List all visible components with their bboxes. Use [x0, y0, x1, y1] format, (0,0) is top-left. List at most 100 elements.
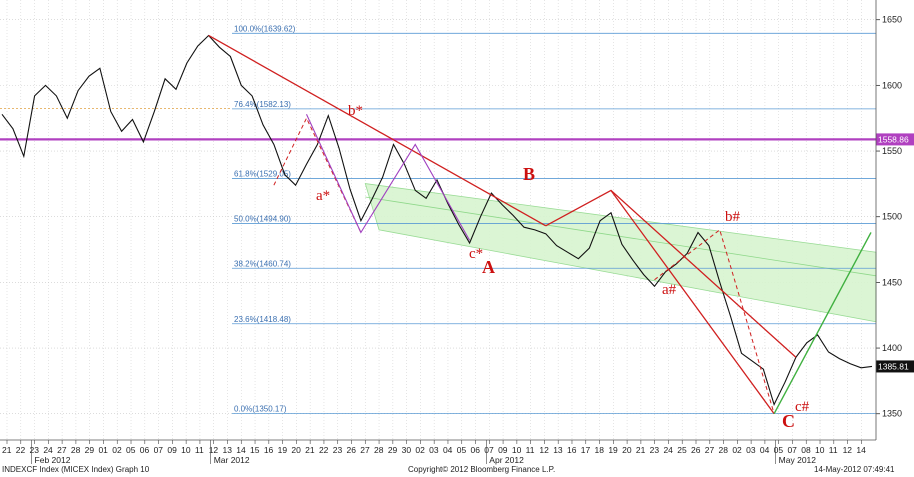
channel-midline: [365, 196, 877, 277]
x-tick-label: 11: [829, 445, 838, 455]
fib-level-label: 100.0%(1639.62): [234, 24, 296, 33]
x-tick-label: 08: [801, 445, 811, 455]
x-tick-label: 07: [154, 445, 164, 455]
month-label: Apr 2012: [489, 455, 524, 465]
x-tick-label: 04: [443, 445, 453, 455]
y-tick-label: 1450: [882, 277, 902, 287]
x-tick-label: 03: [429, 445, 439, 455]
x-tick-label: 06: [471, 445, 481, 455]
fib-level-label: 0.0%(1350.17): [234, 405, 287, 414]
wave-zigzag: [306, 114, 471, 241]
x-tick-label: 11: [195, 445, 204, 455]
x-tick-label: 24: [43, 445, 53, 455]
x-tick-label: 20: [622, 445, 632, 455]
x-tick-label: 23: [333, 445, 343, 455]
x-tick-label: 05: [457, 445, 467, 455]
x-tick-label: 10: [181, 445, 191, 455]
x-tick-label: 23: [650, 445, 660, 455]
month-label: Mar 2012: [214, 455, 250, 465]
fib-level-label: 76.4%(1582.13): [234, 100, 291, 109]
y-tick-label: 1400: [882, 343, 902, 353]
fib-level-label: 50.0%(1494.90): [234, 214, 291, 223]
y-tick-label: 1650: [882, 15, 902, 25]
x-tick-label: 01: [98, 445, 108, 455]
x-tick-label: 06: [140, 445, 150, 455]
x-tick-label: 14: [856, 445, 866, 455]
wave-annotation: c*: [469, 246, 483, 262]
x-tick-label: 13: [222, 445, 232, 455]
x-tick-label: 20: [291, 445, 301, 455]
x-tick-label: 12: [209, 445, 219, 455]
y-tick-label: 1600: [882, 80, 902, 90]
x-tick-label: 19: [278, 445, 288, 455]
wave-annotation: a#: [662, 282, 677, 298]
x-tick-label: 27: [705, 445, 715, 455]
x-tick-label: 28: [71, 445, 81, 455]
x-tick-label: 26: [347, 445, 357, 455]
fib-level-label: 61.8%(1529.05): [234, 170, 291, 179]
x-tick-label: 12: [843, 445, 853, 455]
x-tick-label: 30: [402, 445, 412, 455]
x-tick-label: 25: [677, 445, 687, 455]
footer-copyright: Copyright© 2012 Bloomberg Finance L.P.: [408, 465, 556, 474]
wave-annotation: A: [482, 257, 495, 277]
footer-security-label: INDEXCF Index (MICEX Index) Graph 10: [2, 465, 150, 474]
price-line: [1, 34, 873, 406]
x-tick-label: 12: [539, 445, 549, 455]
x-tick-label: 16: [567, 445, 577, 455]
x-tick-label: 07: [484, 445, 494, 455]
x-tick-label: 28: [374, 445, 384, 455]
wave-annotation: a*: [316, 188, 330, 204]
x-tick-label: 26: [691, 445, 701, 455]
x-tick-label: 21: [305, 445, 315, 455]
y-tick-label: 1350: [882, 409, 902, 419]
x-tick-label: 05: [774, 445, 784, 455]
wave-line: [208, 34, 547, 227]
y-tick-label: 1550: [882, 146, 902, 156]
horizontal-level-value: 1558.86: [878, 134, 909, 144]
x-tick-label: 19: [608, 445, 618, 455]
wave-line-dashed: [273, 117, 362, 233]
wave-annotation: B: [523, 164, 535, 184]
x-tick-label: 02: [415, 445, 425, 455]
wave-line: [610, 190, 775, 415]
x-tick-label: 13: [553, 445, 563, 455]
x-tick-label: 24: [663, 445, 673, 455]
x-tick-label: 22: [16, 445, 26, 455]
x-tick-label: 04: [760, 445, 770, 455]
x-tick-label: 16: [264, 445, 274, 455]
x-tick-label: 09: [167, 445, 177, 455]
x-tick-label: 15: [250, 445, 260, 455]
x-tick-label: 28: [719, 445, 729, 455]
y-tick-label: 1500: [882, 212, 902, 222]
x-tick-label: 17: [581, 445, 591, 455]
last-price-value: 1385.81: [878, 361, 909, 371]
fib-level-label: 23.6%(1418.48): [234, 315, 291, 324]
x-tick-label: 14: [236, 445, 246, 455]
x-tick-label: 02: [112, 445, 122, 455]
wave-annotation: b#: [725, 209, 741, 225]
x-tick-label: 05: [126, 445, 136, 455]
x-tick-label: 07: [787, 445, 797, 455]
x-tick-label: 09: [498, 445, 508, 455]
fib-level-label: 38.2%(1460.74): [234, 259, 291, 268]
wave-annotation: c#: [795, 399, 810, 415]
x-tick-label: 18: [595, 445, 605, 455]
x-tick-label: 02: [732, 445, 742, 455]
x-tick-label: 27: [360, 445, 370, 455]
footer-timestamp: 14-May-2012 07:49:41: [814, 465, 895, 474]
wave-annotation: C: [782, 411, 795, 431]
x-tick-label: 10: [512, 445, 522, 455]
x-tick-label: 29: [388, 445, 398, 455]
x-tick-label: 27: [57, 445, 67, 455]
x-tick-label: 11: [526, 445, 535, 455]
horizontal-level-tag: [876, 133, 914, 146]
x-tick-label: 22: [319, 445, 329, 455]
x-tick-label: 29: [85, 445, 95, 455]
wave-annotation: b*: [348, 103, 363, 119]
x-tick-label: 10: [815, 445, 825, 455]
last-price-tag: [876, 360, 914, 373]
month-label: Feb 2012: [35, 455, 71, 465]
